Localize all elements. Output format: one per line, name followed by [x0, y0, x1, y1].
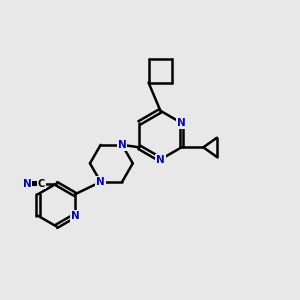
Text: C: C: [38, 178, 45, 189]
Text: N: N: [70, 211, 79, 221]
Text: N: N: [23, 178, 32, 189]
Text: N: N: [118, 140, 126, 150]
Text: N: N: [96, 177, 105, 187]
Text: N: N: [177, 118, 186, 128]
Text: N: N: [156, 154, 165, 164]
